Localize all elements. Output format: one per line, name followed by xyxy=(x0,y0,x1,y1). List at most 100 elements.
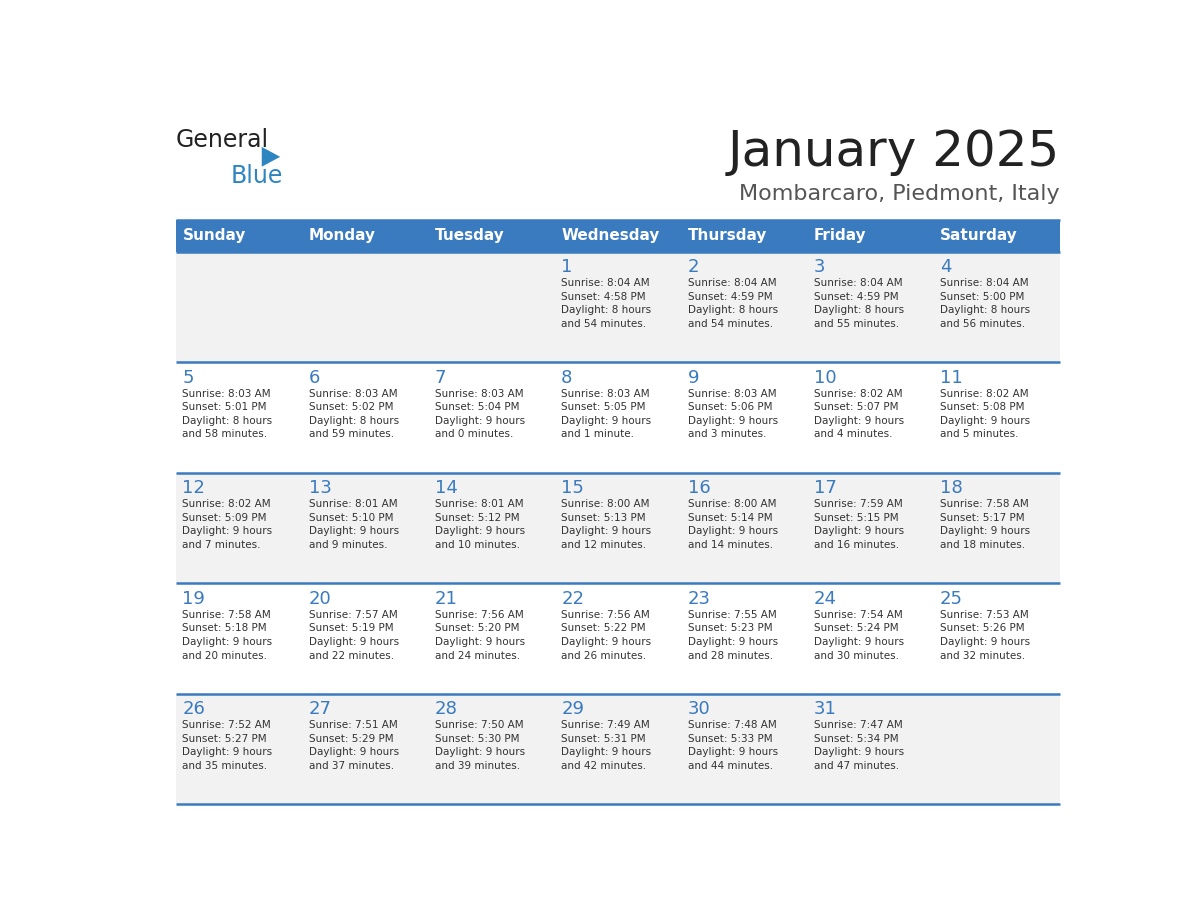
Text: General: General xyxy=(176,128,270,151)
Text: 21: 21 xyxy=(435,590,457,608)
Text: Sunrise: 8:03 AM
Sunset: 5:06 PM
Daylight: 9 hours
and 3 minutes.: Sunrise: 8:03 AM Sunset: 5:06 PM Dayligh… xyxy=(688,388,778,440)
Text: Sunrise: 7:57 AM
Sunset: 5:19 PM
Daylight: 9 hours
and 22 minutes.: Sunrise: 7:57 AM Sunset: 5:19 PM Dayligh… xyxy=(309,610,399,661)
Text: 15: 15 xyxy=(561,479,584,498)
FancyBboxPatch shape xyxy=(303,362,429,473)
Text: Sunrise: 8:03 AM
Sunset: 5:05 PM
Daylight: 9 hours
and 1 minute.: Sunrise: 8:03 AM Sunset: 5:05 PM Dayligh… xyxy=(561,388,651,440)
Text: Wednesday: Wednesday xyxy=(561,229,659,243)
Text: Sunrise: 8:02 AM
Sunset: 5:08 PM
Daylight: 9 hours
and 5 minutes.: Sunrise: 8:02 AM Sunset: 5:08 PM Dayligh… xyxy=(940,388,1030,440)
Text: Mombarcaro, Piedmont, Italy: Mombarcaro, Piedmont, Italy xyxy=(739,185,1060,205)
Text: 28: 28 xyxy=(435,700,457,719)
Text: 24: 24 xyxy=(814,590,836,608)
Text: 30: 30 xyxy=(688,700,710,719)
FancyBboxPatch shape xyxy=(303,252,429,362)
FancyBboxPatch shape xyxy=(555,694,681,804)
Text: 26: 26 xyxy=(183,700,206,719)
FancyBboxPatch shape xyxy=(429,583,555,694)
Text: Sunrise: 8:04 AM
Sunset: 5:00 PM
Daylight: 8 hours
and 56 minutes.: Sunrise: 8:04 AM Sunset: 5:00 PM Dayligh… xyxy=(940,278,1030,329)
Text: Sunrise: 8:04 AM
Sunset: 4:58 PM
Daylight: 8 hours
and 54 minutes.: Sunrise: 8:04 AM Sunset: 4:58 PM Dayligh… xyxy=(561,278,651,329)
Text: 1: 1 xyxy=(561,258,573,276)
FancyBboxPatch shape xyxy=(176,252,303,362)
FancyBboxPatch shape xyxy=(681,583,808,694)
FancyBboxPatch shape xyxy=(429,252,555,362)
Text: 8: 8 xyxy=(561,369,573,386)
Text: Sunrise: 8:01 AM
Sunset: 5:10 PM
Daylight: 9 hours
and 9 minutes.: Sunrise: 8:01 AM Sunset: 5:10 PM Dayligh… xyxy=(309,499,399,550)
FancyBboxPatch shape xyxy=(934,219,1060,252)
Text: 29: 29 xyxy=(561,700,584,719)
Text: Sunrise: 8:03 AM
Sunset: 5:02 PM
Daylight: 8 hours
and 59 minutes.: Sunrise: 8:03 AM Sunset: 5:02 PM Dayligh… xyxy=(309,388,399,440)
Text: 7: 7 xyxy=(435,369,447,386)
Text: 23: 23 xyxy=(688,590,710,608)
Text: Friday: Friday xyxy=(814,229,866,243)
FancyBboxPatch shape xyxy=(681,252,808,362)
FancyBboxPatch shape xyxy=(681,694,808,804)
Text: 18: 18 xyxy=(940,479,962,498)
Text: Monday: Monday xyxy=(309,229,375,243)
Text: 14: 14 xyxy=(435,479,457,498)
Text: Sunrise: 8:02 AM
Sunset: 5:07 PM
Daylight: 9 hours
and 4 minutes.: Sunrise: 8:02 AM Sunset: 5:07 PM Dayligh… xyxy=(814,388,904,440)
Text: 12: 12 xyxy=(183,479,206,498)
FancyBboxPatch shape xyxy=(808,362,934,473)
FancyBboxPatch shape xyxy=(681,362,808,473)
Text: Sunrise: 7:54 AM
Sunset: 5:24 PM
Daylight: 9 hours
and 30 minutes.: Sunrise: 7:54 AM Sunset: 5:24 PM Dayligh… xyxy=(814,610,904,661)
FancyBboxPatch shape xyxy=(176,362,303,473)
Text: Sunrise: 8:01 AM
Sunset: 5:12 PM
Daylight: 9 hours
and 10 minutes.: Sunrise: 8:01 AM Sunset: 5:12 PM Dayligh… xyxy=(435,499,525,550)
Text: 31: 31 xyxy=(814,700,836,719)
FancyBboxPatch shape xyxy=(429,362,555,473)
Text: Sunrise: 7:53 AM
Sunset: 5:26 PM
Daylight: 9 hours
and 32 minutes.: Sunrise: 7:53 AM Sunset: 5:26 PM Dayligh… xyxy=(940,610,1030,661)
FancyBboxPatch shape xyxy=(176,473,303,583)
FancyBboxPatch shape xyxy=(429,473,555,583)
Text: Sunrise: 7:47 AM
Sunset: 5:34 PM
Daylight: 9 hours
and 47 minutes.: Sunrise: 7:47 AM Sunset: 5:34 PM Dayligh… xyxy=(814,721,904,771)
Text: Sunrise: 7:52 AM
Sunset: 5:27 PM
Daylight: 9 hours
and 35 minutes.: Sunrise: 7:52 AM Sunset: 5:27 PM Dayligh… xyxy=(183,721,272,771)
Text: 25: 25 xyxy=(940,590,963,608)
FancyBboxPatch shape xyxy=(808,252,934,362)
Text: Saturday: Saturday xyxy=(940,229,1018,243)
Text: Sunrise: 7:51 AM
Sunset: 5:29 PM
Daylight: 9 hours
and 37 minutes.: Sunrise: 7:51 AM Sunset: 5:29 PM Dayligh… xyxy=(309,721,399,771)
Text: Sunrise: 8:02 AM
Sunset: 5:09 PM
Daylight: 9 hours
and 7 minutes.: Sunrise: 8:02 AM Sunset: 5:09 PM Dayligh… xyxy=(183,499,272,550)
Text: 20: 20 xyxy=(309,590,331,608)
Text: 2: 2 xyxy=(688,258,699,276)
FancyBboxPatch shape xyxy=(934,583,1060,694)
Text: 3: 3 xyxy=(814,258,826,276)
Text: 9: 9 xyxy=(688,369,699,386)
Text: Sunrise: 8:04 AM
Sunset: 4:59 PM
Daylight: 8 hours
and 55 minutes.: Sunrise: 8:04 AM Sunset: 4:59 PM Dayligh… xyxy=(814,278,904,329)
Text: 5: 5 xyxy=(183,369,194,386)
FancyBboxPatch shape xyxy=(303,583,429,694)
FancyBboxPatch shape xyxy=(681,473,808,583)
FancyBboxPatch shape xyxy=(303,219,429,252)
Text: 27: 27 xyxy=(309,700,331,719)
Text: Thursday: Thursday xyxy=(688,229,767,243)
FancyBboxPatch shape xyxy=(555,219,681,252)
FancyBboxPatch shape xyxy=(681,219,808,252)
Text: Sunrise: 8:00 AM
Sunset: 5:13 PM
Daylight: 9 hours
and 12 minutes.: Sunrise: 8:00 AM Sunset: 5:13 PM Dayligh… xyxy=(561,499,651,550)
FancyBboxPatch shape xyxy=(934,362,1060,473)
FancyBboxPatch shape xyxy=(176,583,303,694)
Text: 16: 16 xyxy=(688,479,710,498)
Text: Sunrise: 7:58 AM
Sunset: 5:17 PM
Daylight: 9 hours
and 18 minutes.: Sunrise: 7:58 AM Sunset: 5:17 PM Dayligh… xyxy=(940,499,1030,550)
FancyBboxPatch shape xyxy=(934,473,1060,583)
FancyBboxPatch shape xyxy=(934,694,1060,804)
Text: 17: 17 xyxy=(814,479,836,498)
FancyBboxPatch shape xyxy=(303,694,429,804)
Text: 10: 10 xyxy=(814,369,836,386)
Text: 19: 19 xyxy=(183,590,206,608)
Text: Sunrise: 7:59 AM
Sunset: 5:15 PM
Daylight: 9 hours
and 16 minutes.: Sunrise: 7:59 AM Sunset: 5:15 PM Dayligh… xyxy=(814,499,904,550)
Text: 13: 13 xyxy=(309,479,331,498)
FancyBboxPatch shape xyxy=(429,694,555,804)
Text: Sunrise: 8:04 AM
Sunset: 4:59 PM
Daylight: 8 hours
and 54 minutes.: Sunrise: 8:04 AM Sunset: 4:59 PM Dayligh… xyxy=(688,278,778,329)
FancyBboxPatch shape xyxy=(429,219,555,252)
Text: Sunrise: 7:56 AM
Sunset: 5:20 PM
Daylight: 9 hours
and 24 minutes.: Sunrise: 7:56 AM Sunset: 5:20 PM Dayligh… xyxy=(435,610,525,661)
Text: 6: 6 xyxy=(309,369,320,386)
Text: 4: 4 xyxy=(940,258,952,276)
FancyBboxPatch shape xyxy=(808,694,934,804)
Text: Sunrise: 7:50 AM
Sunset: 5:30 PM
Daylight: 9 hours
and 39 minutes.: Sunrise: 7:50 AM Sunset: 5:30 PM Dayligh… xyxy=(435,721,525,771)
Polygon shape xyxy=(261,147,280,167)
Text: Sunday: Sunday xyxy=(183,229,246,243)
Text: 11: 11 xyxy=(940,369,962,386)
FancyBboxPatch shape xyxy=(555,252,681,362)
Text: Sunrise: 8:00 AM
Sunset: 5:14 PM
Daylight: 9 hours
and 14 minutes.: Sunrise: 8:00 AM Sunset: 5:14 PM Dayligh… xyxy=(688,499,778,550)
Text: Sunrise: 7:56 AM
Sunset: 5:22 PM
Daylight: 9 hours
and 26 minutes.: Sunrise: 7:56 AM Sunset: 5:22 PM Dayligh… xyxy=(561,610,651,661)
Text: 22: 22 xyxy=(561,590,584,608)
FancyBboxPatch shape xyxy=(303,473,429,583)
FancyBboxPatch shape xyxy=(808,473,934,583)
Text: Sunrise: 7:58 AM
Sunset: 5:18 PM
Daylight: 9 hours
and 20 minutes.: Sunrise: 7:58 AM Sunset: 5:18 PM Dayligh… xyxy=(183,610,272,661)
